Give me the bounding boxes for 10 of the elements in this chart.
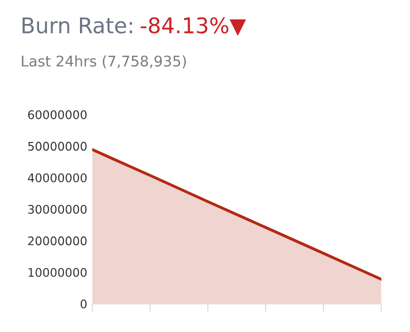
- chart-title: Burn Rate:: [22, 18, 132, 34]
- y-tick-label: 30000000: [28, 204, 87, 214]
- y-tick-label: 50000000: [28, 142, 87, 151]
- y-tick-label: 20000000: [28, 236, 87, 246]
- text: -84.13%▼: [140, 17, 246, 36]
- y-tick-label: 40000000: [28, 173, 87, 182]
- y-tick-label: 10000000: [28, 268, 87, 277]
- y-tick-label: 0: [80, 300, 87, 308]
- y-tick-label: 60000000: [28, 110, 87, 120]
- chart-subtitle: Last 24hrs (7,758,935): [22, 55, 186, 68]
